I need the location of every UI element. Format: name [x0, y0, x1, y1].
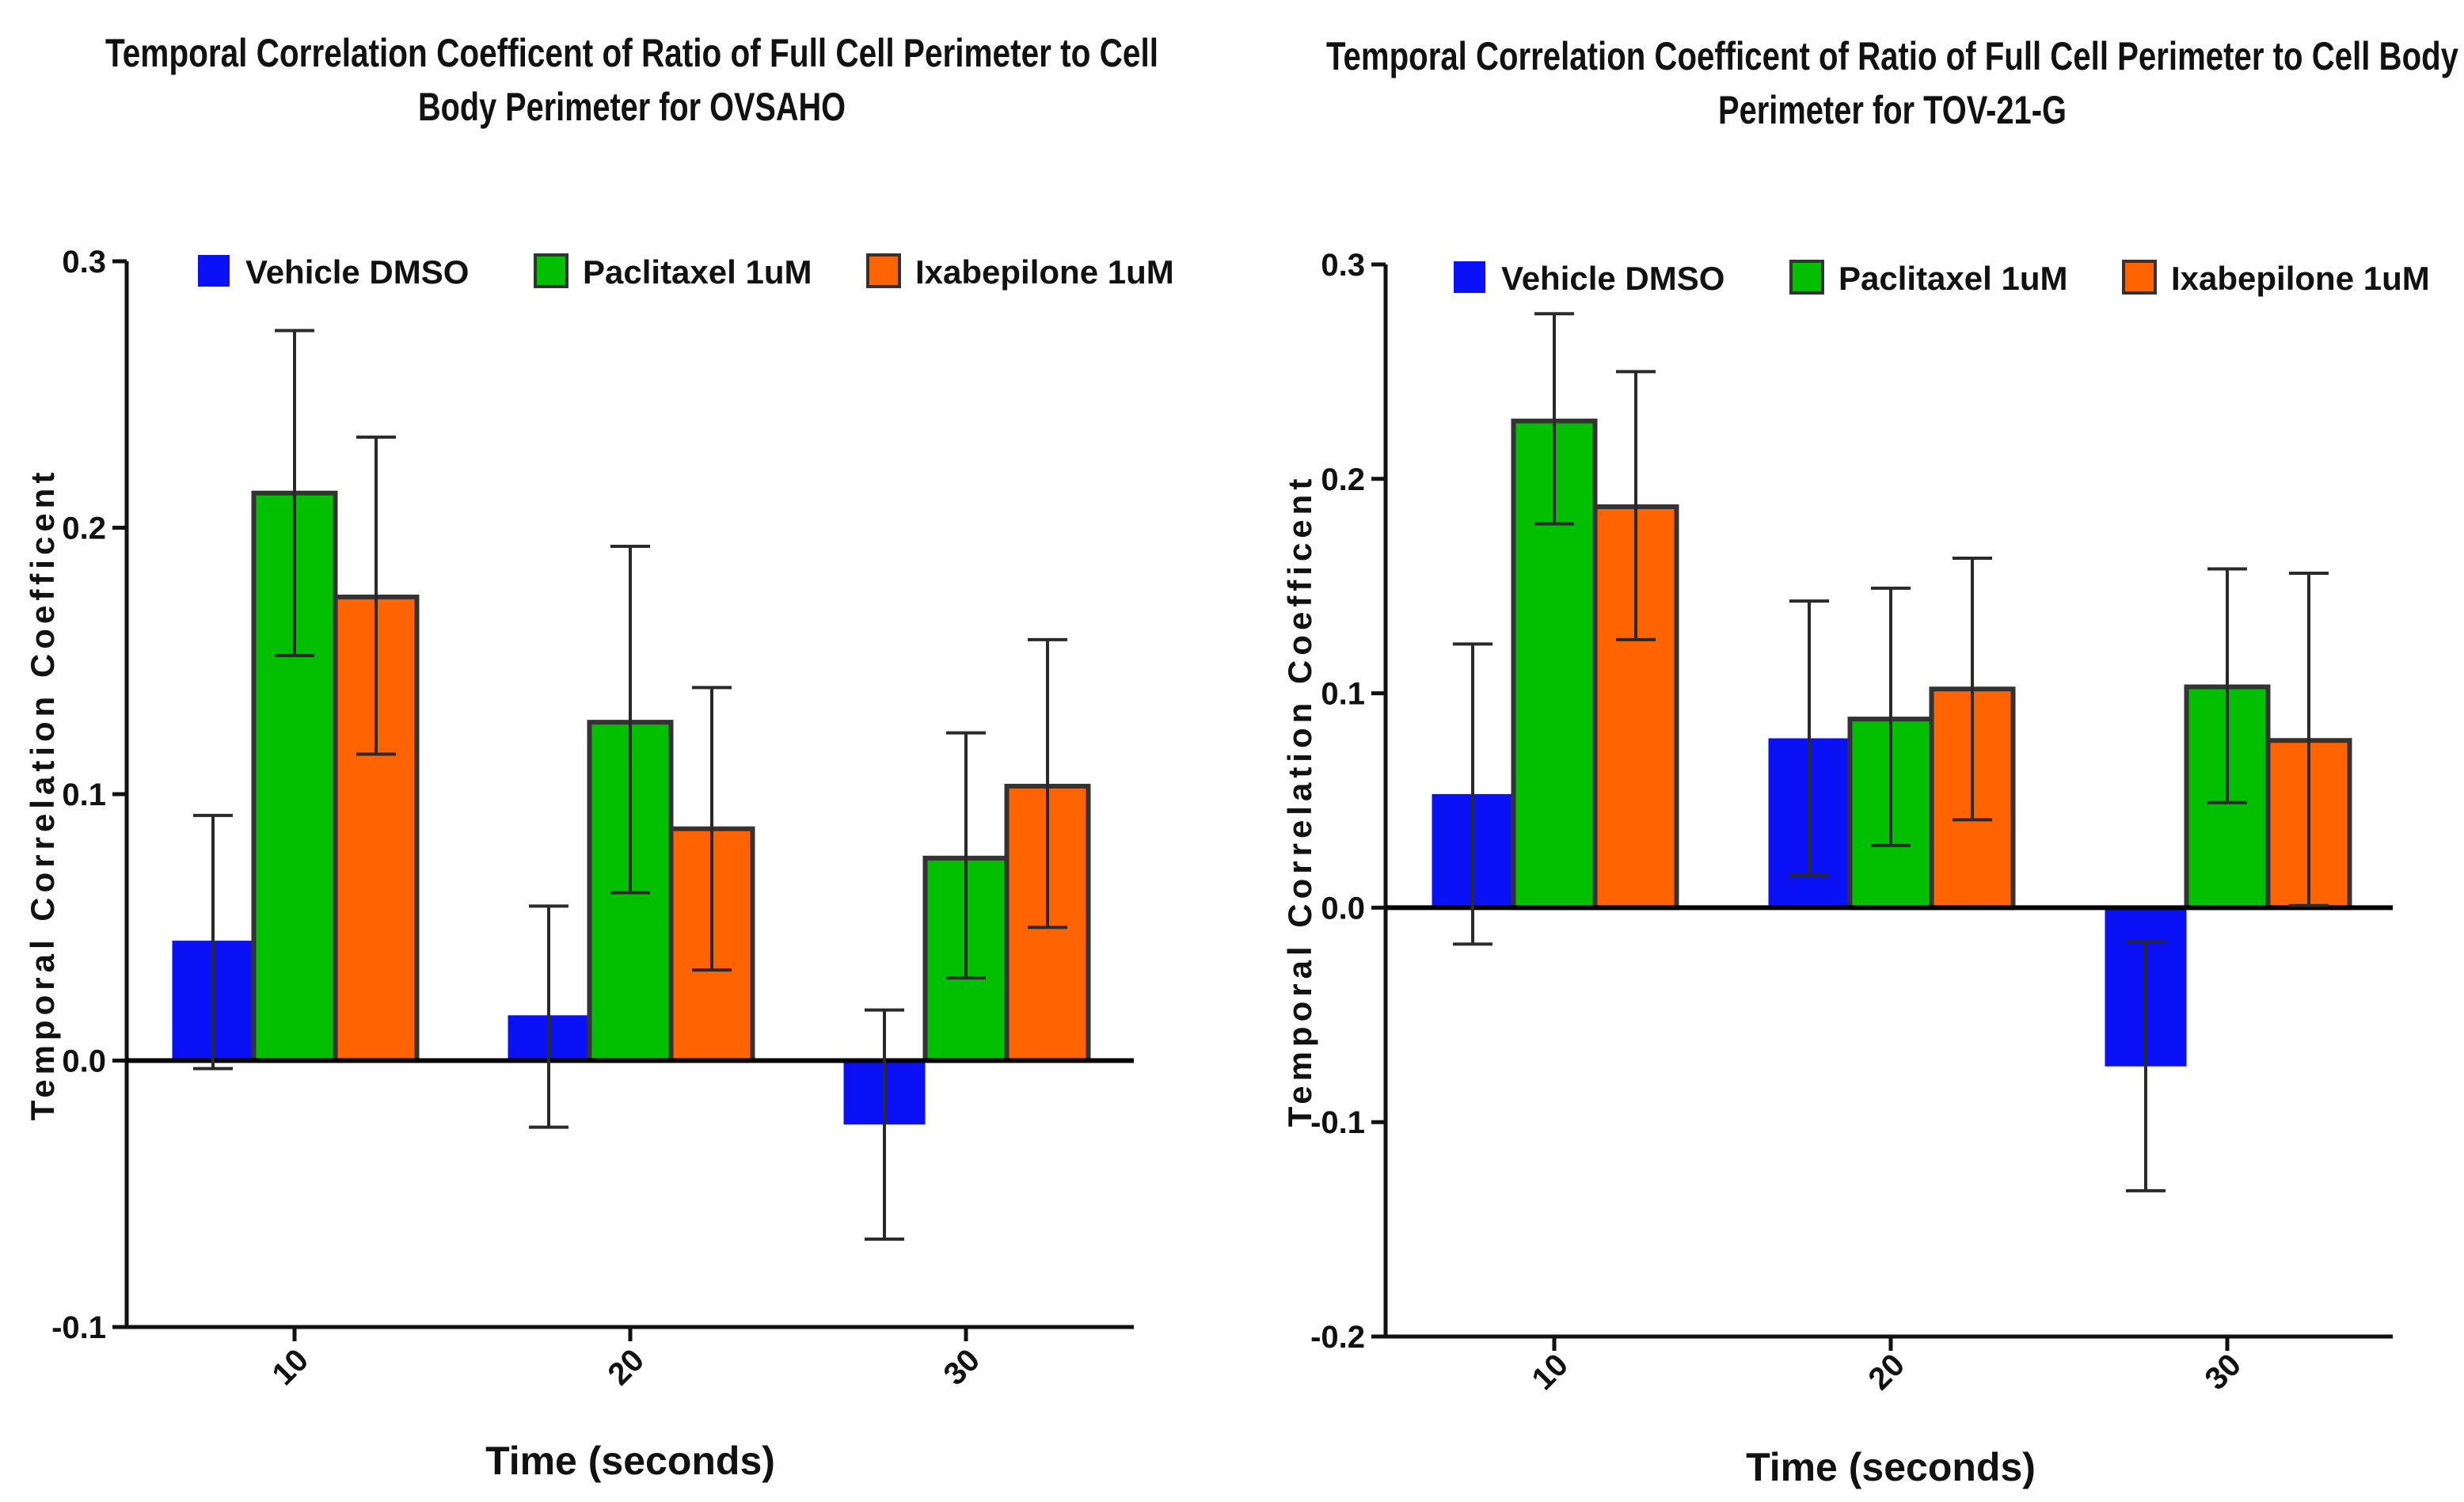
y-tick-label: -0.1 [1310, 1105, 1365, 1140]
y-tick-label: 0.1 [62, 778, 106, 812]
legend-label: Ixabepilone 1uM [915, 253, 1174, 291]
y-tick-label: 0.3 [1321, 248, 1365, 283]
x-axis-label: Time (seconds) [485, 1439, 775, 1483]
x-tick-label: 10 [266, 1343, 316, 1393]
x-tick-label: 20 [1862, 1348, 1912, 1397]
legend-label: Paclitaxel 1uM [583, 253, 812, 291]
legend-swatch [866, 253, 901, 288]
legend-swatch [198, 255, 230, 287]
x-axis-label: Time (seconds) [1746, 1445, 2036, 1489]
x-tick-label: 30 [937, 1343, 987, 1393]
y-tick-label: 0.1 [1321, 677, 1365, 712]
y-tick-label: 0.2 [62, 511, 106, 546]
x-tick-label: 10 [1526, 1348, 1576, 1397]
legend-label: Vehicle DMSO [245, 253, 469, 291]
legend-swatch [2122, 260, 2157, 295]
chart-panel-2: Temporal Correlation Coefficent of Ratio… [1281, 34, 2458, 1489]
y-tick-label: 0.3 [62, 245, 106, 279]
legend-swatch [1454, 261, 1485, 293]
legend-swatch [1789, 260, 1824, 295]
chart-panel-1: Temporal Correlation Coefficent of Ratio… [24, 31, 1174, 1483]
legend-swatch [534, 253, 568, 288]
legend-label: Vehicle DMSO [1501, 260, 1724, 297]
y-tick-label: 0.0 [62, 1044, 106, 1079]
y-axis-label: Temporal Correlation Coefficent [1281, 474, 1318, 1127]
x-tick-label: 30 [2199, 1348, 2249, 1397]
y-tick-label: 0.2 [1321, 462, 1365, 497]
x-tick-label: 20 [602, 1343, 652, 1393]
y-tick-label: -0.2 [1310, 1320, 1365, 1355]
chart-title-line: Perimeter for TOV-21-G [1718, 88, 2067, 132]
y-axis-label: Temporal Correlation Coefficent [24, 468, 61, 1121]
y-tick-label: 0.0 [1321, 891, 1365, 926]
legend-label: Ixabepilone 1uM [2171, 260, 2430, 297]
y-tick-label: -0.1 [51, 1310, 106, 1345]
legend-label: Paclitaxel 1uM [1838, 260, 2067, 297]
chart-title-line: Temporal Correlation Coefficent of Ratio… [1326, 34, 2458, 78]
chart-title-line: Temporal Correlation Coefficent of Ratio… [105, 31, 1158, 75]
chart-title-line: Body Perimeter for OVSAHO [418, 85, 846, 129]
